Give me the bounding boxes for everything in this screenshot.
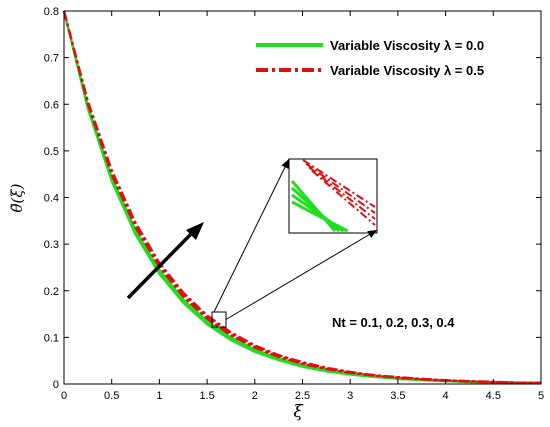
zoom-connector-top-head [281, 159, 289, 169]
x-tick-label: 3.5 [390, 390, 405, 402]
y-tick-label: 0.3 [44, 239, 59, 251]
legend-label-1: Variable Viscosity λ = 0.0 [330, 38, 484, 53]
y-axis-label: θ̃(ξ) [8, 183, 26, 212]
x-tick-label: 1 [156, 390, 162, 402]
legend-label-2: Variable Viscosity λ = 0.5 [330, 63, 484, 78]
x-tick-label: 5 [538, 390, 544, 402]
zoom-inset [211, 158, 378, 328]
x-tick-label: 2.5 [295, 390, 310, 402]
y-tick-label: 0.5 [44, 146, 59, 158]
plot-area [62, 10, 542, 385]
x-tick-label: 4 [443, 390, 449, 402]
inset-red-line [302, 159, 376, 208]
y-tick-label: 0 [53, 379, 59, 391]
x-axis-label: ξ [293, 402, 304, 422]
y-tick-label: 0.4 [44, 193, 59, 205]
x-tick-label: 1.5 [199, 390, 214, 402]
legend: Variable Viscosity λ = 0.0 Variable Visc… [256, 38, 484, 78]
x-tick-label: 0 [61, 390, 67, 402]
y-tick-label: 0.1 [44, 332, 59, 344]
trend-arrow [126, 222, 204, 300]
axes: 0 0.5 1 1.5 2 2.5 3 3.5 4 4.5 5 0 0.1 0.2 0.3 0.4 0.5 0.6… [44, 6, 544, 402]
y-tick-label: 0.7 [44, 53, 59, 65]
zoom-connector-top [213, 158, 290, 313]
y-tick-label: 0.8 [44, 6, 59, 18]
zoom-connector-bottom-head [367, 230, 377, 239]
y-tick-label: 0.6 [44, 99, 59, 111]
zoom-connector-bottom [225, 229, 378, 320]
inset-red-line [305, 162, 376, 214]
x-tick-label: 4.5 [486, 390, 501, 402]
nt-annotation: Nt = 0.1, 0.2, 0.3, 0.4 [332, 315, 455, 330]
x-tick-label: 2 [252, 390, 258, 402]
y-tick-label: 0.2 [44, 286, 59, 298]
x-tick-label: 3 [347, 390, 353, 402]
inset-red-line [308, 166, 376, 220]
x-tick-label: 0.5 [104, 390, 119, 402]
inset-red-line [311, 170, 376, 226]
inset-green-line [291, 200, 349, 233]
series-line-8 [62, 10, 541, 384]
